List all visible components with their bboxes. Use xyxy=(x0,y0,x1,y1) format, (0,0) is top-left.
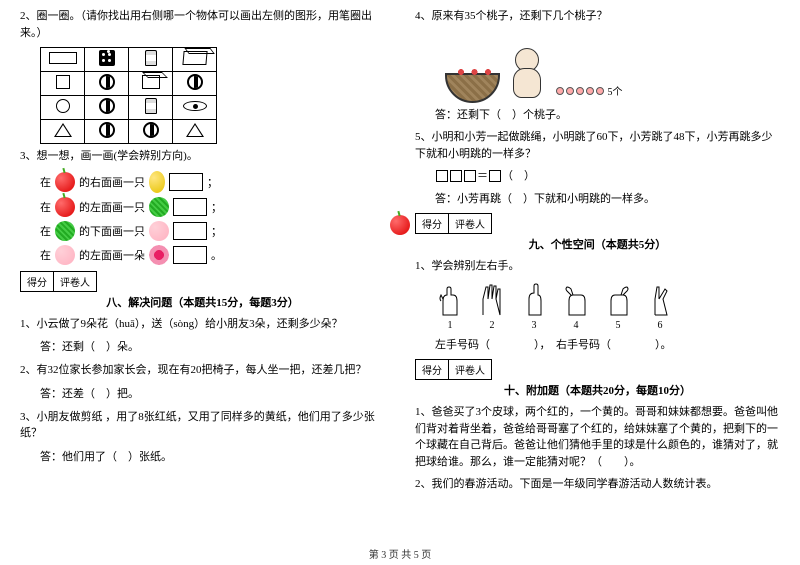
triangle-icon xyxy=(54,123,72,137)
section-8-title: 八、解决问题（本题共15分，每题3分） xyxy=(20,294,385,310)
e2: 2、我们的春游活动。下面是一年级同学春游活动人数统计表。 xyxy=(415,476,780,493)
apple2-icon xyxy=(55,197,75,217)
draw-box[interactable] xyxy=(173,198,207,216)
peach-icon xyxy=(149,221,169,241)
right-column: 4、原来有35个桃子，还剩下几个桃子？ 答：还剩下（ ）个桃子。 5、小明和小芳… xyxy=(415,8,780,499)
draw-row-1: 在的右面画一只； xyxy=(40,171,385,193)
hand-4: 4 xyxy=(561,281,591,331)
hand-3: 3 xyxy=(519,281,549,331)
q3-num: 3、 xyxy=(20,150,37,162)
melon2-icon xyxy=(55,221,75,241)
section-10-title: 十、附加题（本题共20分，每题10分） xyxy=(415,382,780,398)
oval4-icon xyxy=(99,122,115,138)
monkey-scene xyxy=(445,31,780,103)
ans-8-3[interactable]: 答：他们用了（ ）张纸。 xyxy=(40,448,385,464)
flower-icon xyxy=(149,245,169,265)
draw-row-3: 在的下面画一只； xyxy=(40,221,385,241)
triangle2-icon xyxy=(186,123,204,137)
oval5-icon xyxy=(143,122,159,138)
draw-box[interactable] xyxy=(173,246,207,264)
basket-icon xyxy=(445,73,500,103)
ans-8-2[interactable]: 答：还差（ ）把。 xyxy=(40,385,385,401)
hand-answer[interactable]: 左手号码（ ）， 右手号码（ ）。 xyxy=(435,337,780,354)
q2: 2、圈一圈。（请你找出用右侧哪一个物体可以画出左侧的图形，用笔圈出来。） xyxy=(20,8,385,41)
floating-apple-icon xyxy=(390,215,410,235)
apple-icon xyxy=(55,172,75,192)
pear-icon xyxy=(149,171,165,193)
q3-text: 想一想，画一画(学会辨别方向)。 xyxy=(37,150,198,162)
score-box: 得分评卷人 xyxy=(20,271,385,292)
cube-icon xyxy=(142,75,160,89)
p8-1: 1、小云做了9朵花（huā），送（sòng）给小朋友3朵，还剩多少朵？ xyxy=(20,316,385,333)
draw-box[interactable] xyxy=(169,173,203,191)
monkey-icon xyxy=(505,48,550,103)
q4: 4、原来有35个桃子，还剩下几个桃子？ xyxy=(415,8,780,25)
q2-text: 圈一圈。（请你找出用右侧哪一个物体可以画出左侧的图形，用笔圈出来。） xyxy=(20,10,372,39)
score-box-9: 得分评卷人 xyxy=(415,213,780,234)
q3: 3、想一想，画一画(学会辨别方向)。 xyxy=(20,148,385,165)
q5: 5、小明和小芳一起做跳绳，小明跳了60下，小芳跳了48下，小芳再跳多少下就和小明… xyxy=(415,129,780,162)
draw-row-2: 在的左面画一只； xyxy=(40,197,385,217)
oval3-icon xyxy=(99,98,115,114)
shapes-table xyxy=(40,47,217,144)
melon-icon xyxy=(149,197,169,217)
rect-icon xyxy=(49,52,77,64)
e1: 1、爸爸买了3个皮球，两个红的，一个黄的。哥哥和妹妹都想要。爸爸叫他们背对着背坐… xyxy=(415,404,780,470)
page-footer: 第 3 页 共 5 页 xyxy=(0,546,800,561)
q2-num: 2、 xyxy=(20,10,37,22)
dice-icon xyxy=(99,50,115,66)
hand-2: 2 xyxy=(477,281,507,331)
h1: 1、学会辨别左右手。 xyxy=(415,258,780,275)
eye-icon xyxy=(183,101,207,111)
oval2-icon xyxy=(187,74,203,90)
draw-row-4: 在的左面画一朵。 xyxy=(40,245,385,265)
eq-boxes[interactable]: ＝（ ） xyxy=(435,168,780,185)
can-icon xyxy=(145,50,157,66)
circle-icon xyxy=(56,99,70,113)
square-icon xyxy=(56,75,70,89)
hand-6: 6 xyxy=(645,281,675,331)
hands-row: 1 2 3 4 5 6 xyxy=(435,281,780,331)
ans-4[interactable]: 答：还剩下（ ）个桃子。 xyxy=(435,107,780,124)
can2-icon xyxy=(145,98,157,114)
score-box-10: 得分评卷人 xyxy=(415,359,780,380)
draw-box[interactable] xyxy=(173,222,207,240)
p8-2: 2、有32位家长参加家长会，现在有20把椅子，每人坐一把，还差几把？ xyxy=(20,362,385,379)
section-9-title: 九、个性空间（本题共5分） xyxy=(415,236,780,252)
hand-1: 1 xyxy=(435,281,465,331)
cuboid-icon xyxy=(182,51,207,65)
ans-8-1[interactable]: 答：还剩（ ）朵。 xyxy=(40,338,385,354)
peach2-icon xyxy=(55,245,75,265)
ans-5[interactable]: 答：小芳再跳（ ）下就和小明跳的一样多。 xyxy=(435,191,780,208)
peaches-label xyxy=(555,83,623,98)
p8-3: 3、小朋友做剪纸 ，用了8张红纸，又用了同样多的黄纸，他们用了多少张纸？ xyxy=(20,409,385,442)
hand-5: 5 xyxy=(603,281,633,331)
oval-icon xyxy=(99,74,115,90)
left-column: 2、圈一圈。（请你找出用右侧哪一个物体可以画出左侧的图形，用笔圈出来。） 3、想… xyxy=(20,8,385,499)
score-label: 得分 xyxy=(20,271,53,292)
grader-label: 评卷人 xyxy=(53,271,97,292)
